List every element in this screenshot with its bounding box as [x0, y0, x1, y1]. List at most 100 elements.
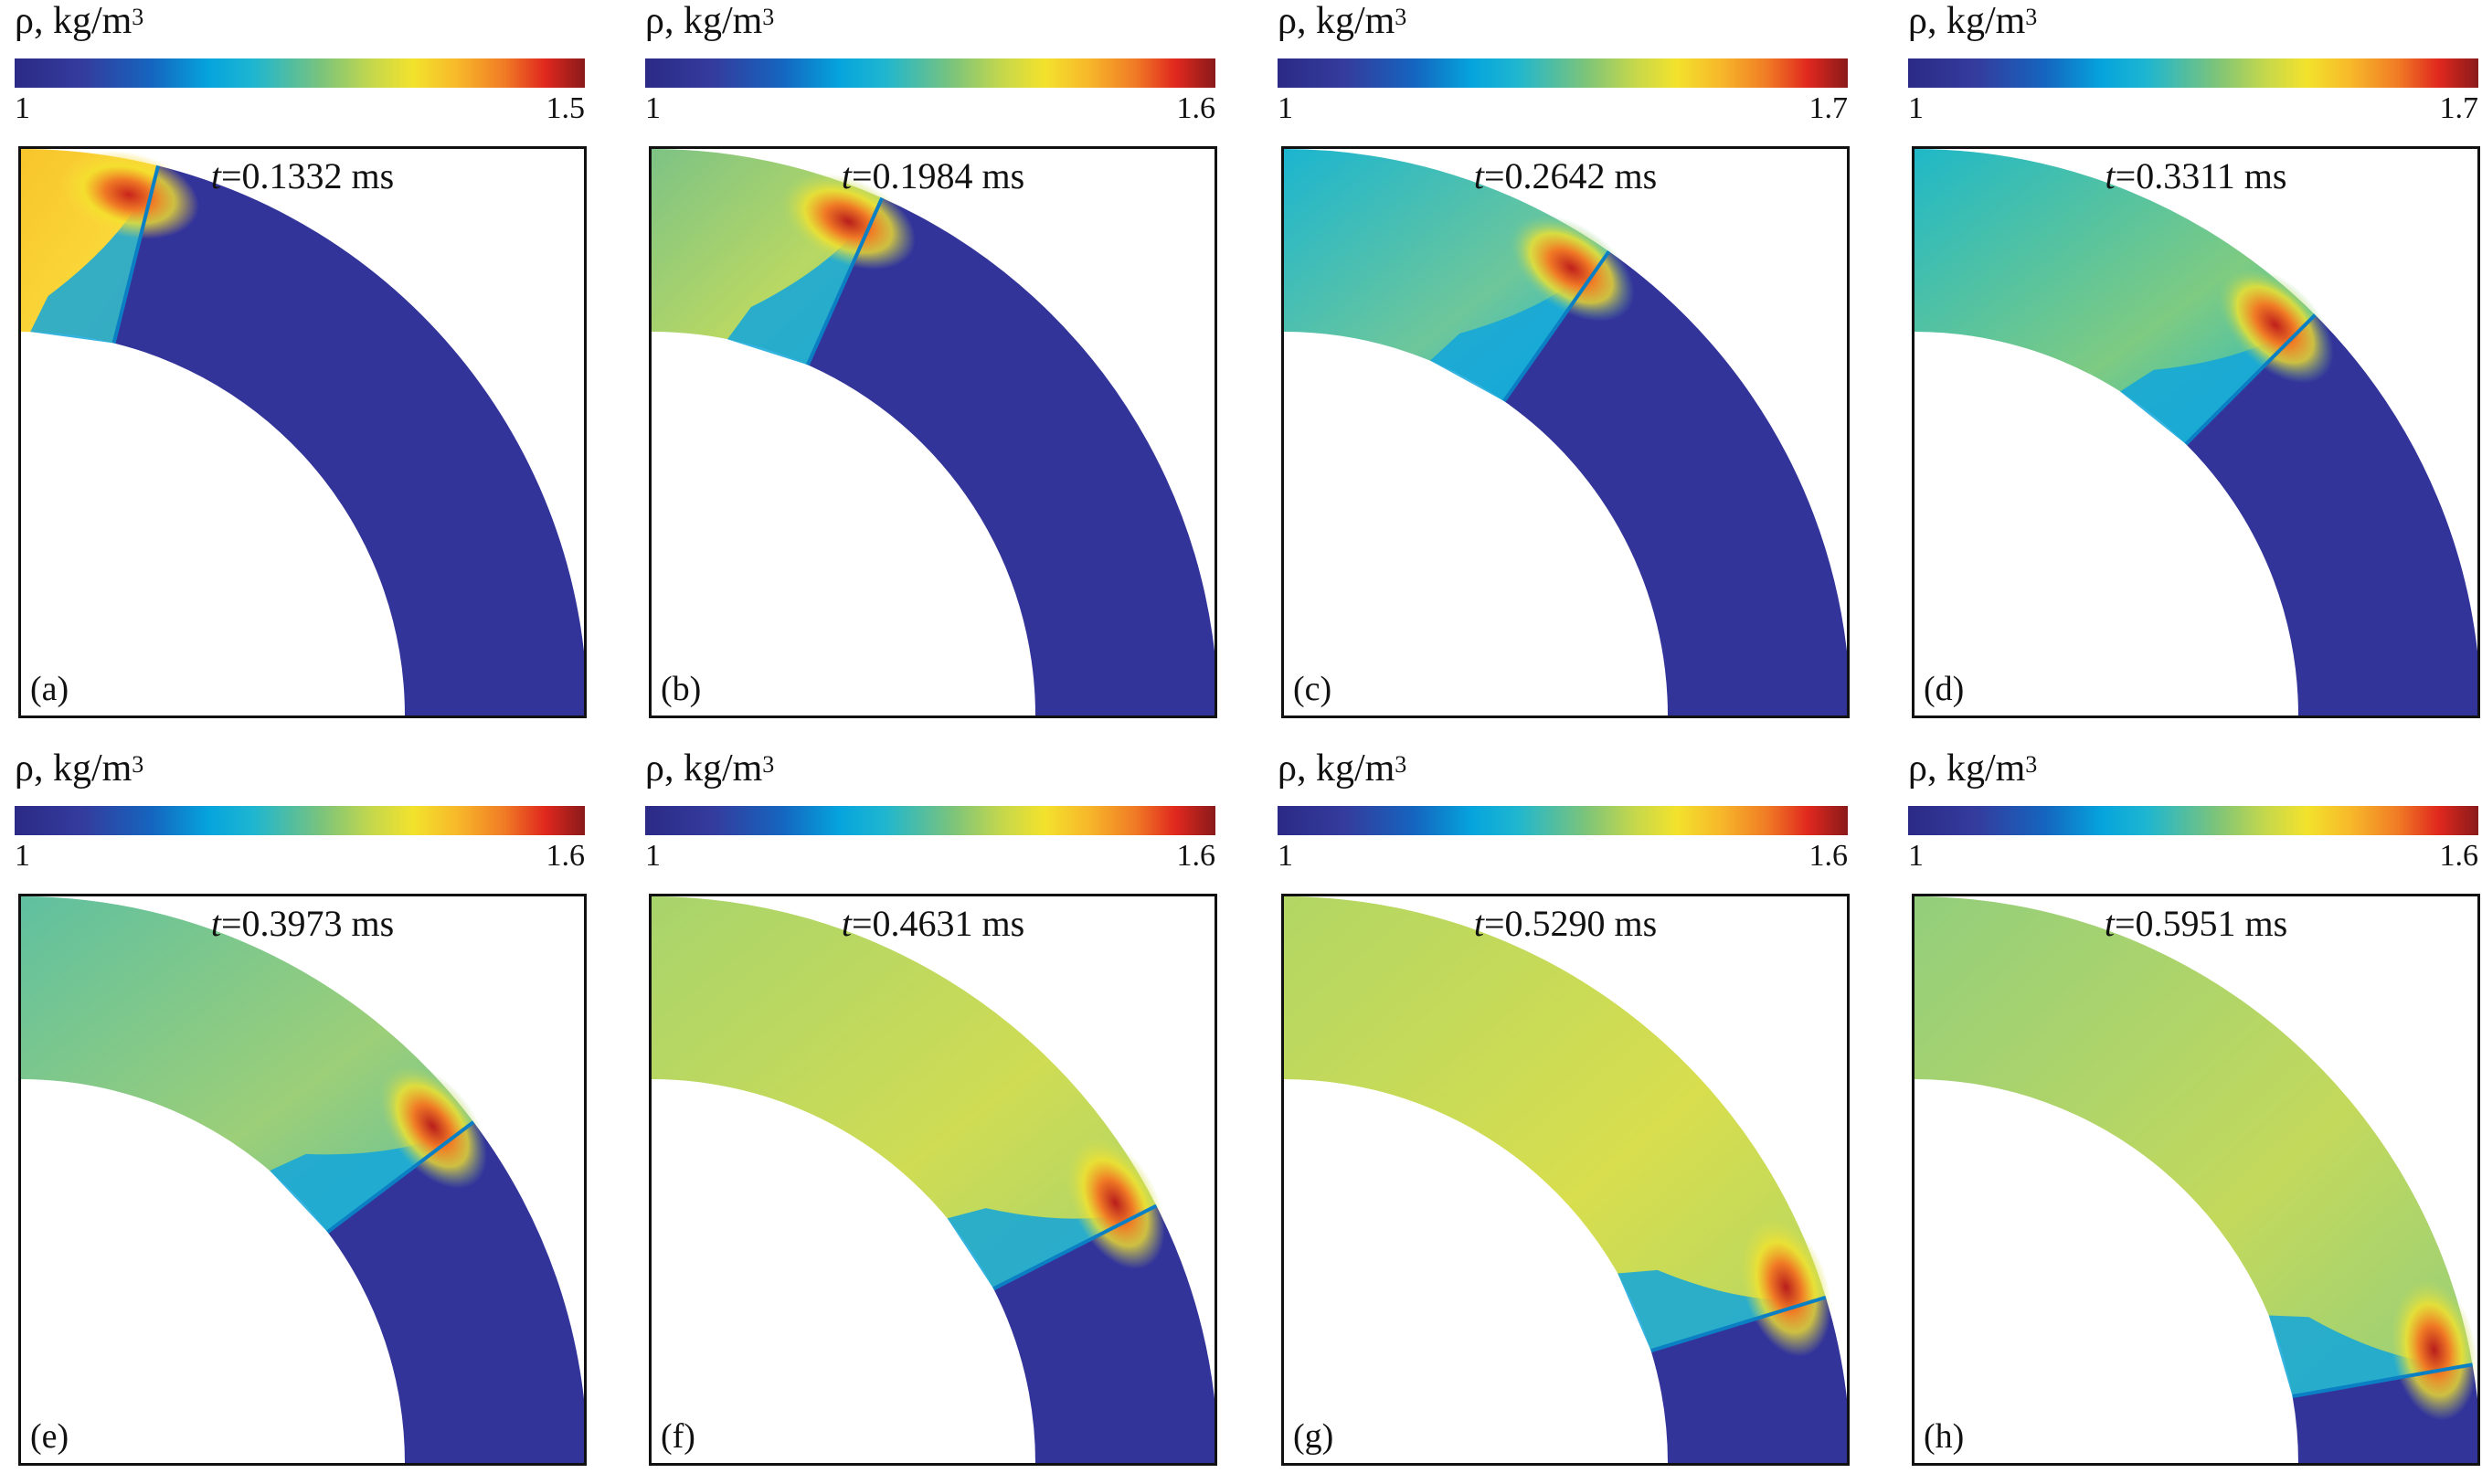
shock-front — [326, 1120, 475, 1234]
colorbar-min: 1 — [645, 839, 661, 873]
rarefaction-zone — [30, 165, 158, 344]
colorbar — [15, 58, 585, 88]
figure-panel: ρ, kg/m3 1 1.5 t=0.1332 ms (a) — [15, 0, 599, 722]
figure-panel: ρ, kg/m3 1 1.6 t=0.3973 ms (e) — [15, 747, 599, 1469]
density-contour-plot: t=0.5951 ms (h) — [1912, 894, 2480, 1466]
colorbar — [15, 806, 585, 835]
time-stamp: t=0.3311 ms — [1915, 156, 2477, 196]
density-peak — [1066, 1136, 1165, 1269]
shock-front — [111, 164, 160, 344]
colorbar-label: ρ, kg/m3 — [1908, 0, 2037, 42]
colorbar-max: 1.6 — [1176, 91, 1216, 125]
figure-panel: ρ, kg/m3 1 1.6 t=0.1984 ms (b) — [645, 0, 1230, 722]
colorbar-label-exponent: 3 — [2025, 4, 2038, 30]
time-value: =0.4631 ms — [851, 903, 1025, 944]
time-stamp: t=0.1332 ms — [21, 156, 584, 196]
colorbar — [1908, 58, 2478, 88]
time-stamp: t=0.5951 ms — [1915, 904, 2477, 944]
colorbar-max: 1.6 — [1808, 839, 1849, 873]
density-contour-plot: t=0.2642 ms (c) — [1281, 146, 1850, 718]
colorbar-min: 1 — [645, 91, 661, 125]
colorbar-max: 1.5 — [546, 91, 586, 125]
annulus-density-field — [652, 896, 1214, 1463]
annulus-density-field — [1915, 896, 2477, 1463]
unshocked-region — [1503, 251, 1847, 716]
figure-panel: ρ, kg/m3 1 1.7 t=0.3311 ms (d) — [1908, 0, 2482, 722]
shocked-region — [652, 896, 1157, 1289]
colorbar-label: ρ, kg/m3 — [645, 0, 774, 42]
annulus-density-field — [652, 149, 1214, 716]
time-variable: t — [841, 903, 852, 944]
time-value: =0.5290 ms — [1483, 903, 1658, 944]
time-value: =0.3311 ms — [2115, 155, 2287, 196]
figure-panel: ρ, kg/m3 1 1.6 t=0.5290 ms (g) — [1278, 747, 1862, 1469]
density-peak — [58, 150, 199, 239]
unshocked-region — [807, 197, 1214, 716]
colorbar — [1908, 806, 2478, 835]
colorbar-label-text: ρ, kg/m — [1278, 747, 1395, 790]
colorbar-label: ρ, kg/m3 — [15, 747, 143, 790]
colorbar-min: 1 — [1278, 91, 1293, 125]
colorbar-min: 1 — [1908, 839, 1924, 873]
time-value: =0.3973 ms — [220, 903, 395, 944]
colorbar-label-exponent: 3 — [1395, 4, 1407, 30]
density-contour-plot: t=0.1332 ms (a) — [18, 146, 587, 718]
colorbar-min: 1 — [15, 839, 30, 873]
panel-letter: (h) — [1924, 1417, 1965, 1456]
colorbar-max: 1.6 — [2439, 839, 2479, 873]
panel-letter: (a) — [30, 670, 69, 708]
annulus-density-field — [1915, 149, 2477, 716]
density-peak — [377, 1064, 488, 1189]
shock-front — [2184, 313, 2317, 446]
colorbar-label-exponent: 3 — [1395, 751, 1407, 778]
shock-front — [806, 196, 885, 366]
unshocked-region — [2185, 314, 2477, 716]
density-peak — [2216, 266, 2334, 384]
colorbar-label-exponent: 3 — [762, 751, 775, 778]
colorbar-label-text: ρ, kg/m — [1908, 747, 2026, 790]
shocked-region — [1915, 896, 2473, 1397]
colorbar-label-text: ρ, kg/m — [1278, 0, 1395, 42]
time-variable: t — [1473, 903, 1484, 944]
time-variable: t — [1473, 155, 1484, 196]
colorbar-label-text: ρ, kg/m — [645, 747, 763, 790]
colorbar-min: 1 — [1278, 839, 1293, 873]
panel-letter: (e) — [30, 1417, 69, 1456]
colorbar-label-exponent: 3 — [132, 4, 144, 30]
annulus-density-field — [21, 896, 584, 1463]
colorbar-label: ρ, kg/m3 — [1908, 747, 2037, 790]
shocked-region — [1284, 896, 1826, 1352]
panel-letter: (c) — [1293, 670, 1332, 708]
colorbar-label-exponent: 3 — [132, 751, 144, 778]
time-value: =0.1984 ms — [851, 155, 1025, 196]
time-stamp: t=0.2642 ms — [1284, 156, 1847, 196]
shock-front — [1502, 249, 1611, 403]
unshocked-region — [327, 1121, 584, 1463]
colorbar-label-text: ρ, kg/m — [15, 0, 133, 42]
time-variable: t — [2105, 155, 2116, 196]
time-value: =0.2642 ms — [1483, 155, 1658, 196]
rarefaction-zone — [2268, 1315, 2473, 1397]
annulus-density-field — [1284, 149, 1847, 716]
panel-letter: (b) — [661, 670, 702, 708]
density-peak — [1740, 1217, 1831, 1357]
colorbar-label-text: ρ, kg/m — [15, 747, 133, 790]
colorbar-min: 1 — [15, 91, 30, 125]
colorbar-max: 1.6 — [1176, 839, 1216, 873]
density-contour-plot: t=0.4631 ms (f) — [649, 894, 1217, 1466]
colorbar-label: ρ, kg/m3 — [1278, 747, 1406, 790]
shocked-region — [21, 896, 474, 1233]
colorbar-label-text: ρ, kg/m — [1908, 0, 2026, 42]
shock-front — [1650, 1295, 1827, 1353]
colorbar-label-text: ρ, kg/m — [645, 0, 763, 42]
density-peak — [1508, 214, 1635, 322]
annulus-density-field — [1284, 896, 1847, 1463]
density-peak — [780, 173, 916, 270]
time-value: =0.5951 ms — [2114, 903, 2288, 944]
colorbar-label: ρ, kg/m3 — [1278, 0, 1406, 42]
density-contour-plot: t=0.3973 ms (e) — [18, 894, 587, 1466]
time-stamp: t=0.3973 ms — [21, 904, 584, 944]
colorbar — [645, 806, 1215, 835]
time-stamp: t=0.5290 ms — [1284, 904, 1847, 944]
colorbar-min: 1 — [1908, 91, 1924, 125]
